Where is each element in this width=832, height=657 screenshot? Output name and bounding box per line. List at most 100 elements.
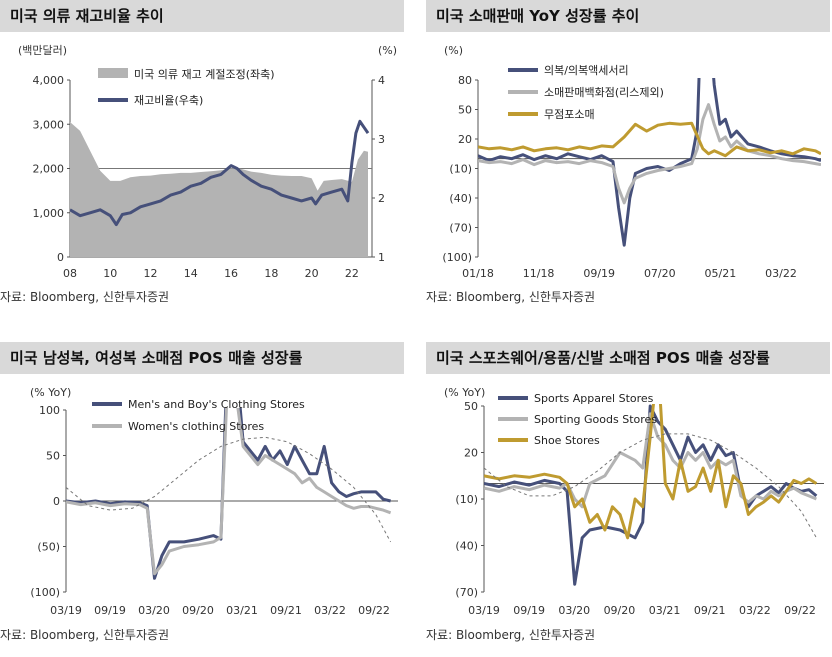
source-2: 자료: Bloomberg, 신한투자증권 xyxy=(426,290,596,304)
chart-panel-2: 미국 소매판매 YoY 성장률 추이 (%) 80 50 20 (10) (40) (70)… xyxy=(426,0,830,315)
series-line-1 xyxy=(478,103,821,205)
x-tick-label: 03/19 xyxy=(50,604,82,617)
x-tick-label: 18 xyxy=(264,267,278,280)
y-tick-label: 20 xyxy=(464,447,478,460)
x-tick-label: 09/19 xyxy=(94,604,126,617)
series-group xyxy=(66,408,392,580)
series-line-1 xyxy=(70,119,370,227)
x-tick-label: 03/22 xyxy=(739,604,771,617)
y-tick-label: 1,000 xyxy=(33,207,65,220)
chart-1: (백만달러) (%) 4,000 3,000 2,000 1,000 0 4 3 2 1 08 10 12… xyxy=(18,44,397,280)
y-axis-unit: (% YoY) xyxy=(30,386,71,399)
x-tick-label: 03/22 xyxy=(314,604,346,617)
series-line-0 xyxy=(478,78,821,247)
y-tick-label: 100 xyxy=(39,404,60,417)
y-axis-unit: (% YoY) xyxy=(444,386,485,399)
x-tick-label: 09/21 xyxy=(694,604,726,617)
series-area-0 xyxy=(70,122,368,257)
x-tick-label: 09/21 xyxy=(270,604,302,617)
x-tick-label: 03/21 xyxy=(226,604,258,617)
legend-label: Sporting Goods Stores xyxy=(534,413,657,426)
y-tick-label: 20 xyxy=(458,133,472,146)
y-tick-label: 3,000 xyxy=(33,118,65,131)
legend-label: 미국 의류 재고 계절조정(좌축) xyxy=(134,68,275,81)
chart-3: (% YoY) 100 50 0 (50) (100) 03/19 09/19 03/20 09/… xyxy=(30,386,398,617)
y-tick-label: (50) xyxy=(37,541,60,554)
x-tick-label: 20 xyxy=(305,267,319,280)
legend-label: Women's clothing Stores xyxy=(128,420,264,433)
right-y-tick-label: 3 xyxy=(378,133,385,146)
y-tick-label: (70) xyxy=(455,586,478,599)
y-tick-label: (40) xyxy=(455,540,478,553)
y-axis-unit: (%) xyxy=(444,44,463,57)
series-line-2 xyxy=(478,121,821,158)
source-4: 자료: Bloomberg, 신한투자증권 xyxy=(426,628,596,642)
x-tick-label: 09/19 xyxy=(513,604,545,617)
x-tick-label: 08 xyxy=(63,267,77,280)
x-tick-label: 07/20 xyxy=(644,267,676,280)
y-tick-label: 2,000 xyxy=(33,163,65,176)
x-tick-label: 10 xyxy=(103,267,117,280)
series-group xyxy=(478,78,821,247)
legend-label: Sports Apparel Stores xyxy=(534,392,654,405)
x-tick-label: 11/18 xyxy=(523,267,555,280)
series-line-2 xyxy=(66,436,392,543)
chart-panel-3: 미국 남성복, 여성복 소매점 POS 매출 성장률 (% YoY) 100 50 0… xyxy=(0,342,404,657)
legend-label: 재고비율(우축) xyxy=(134,94,203,107)
y-tick-label: (70) xyxy=(449,222,472,235)
chart-title-1: 미국 의류 재고비율 추이 xyxy=(0,0,404,32)
x-tick-label: 03/19 xyxy=(468,604,500,617)
y-tick-label: (10) xyxy=(455,493,478,506)
x-tick-label: 14 xyxy=(184,267,198,280)
x-tick-label: 16 xyxy=(224,267,238,280)
y-tick-label: (100) xyxy=(30,586,60,599)
chart-4: (% YoY)50 20 (10) (40) (70) 03/19 09/19 03/20 09… xyxy=(444,386,824,617)
chart-panel-4: 미국 스포츠웨어/용품/신발 소매점 POS 매출 성장률 (% YoY) 50 2… xyxy=(426,342,830,657)
x-tick-label: 12 xyxy=(144,267,158,280)
x-tick-label: 09/22 xyxy=(358,604,390,617)
legend-label: Shoe Stores xyxy=(534,434,600,447)
series-line-2 xyxy=(484,404,818,540)
x-tick-label: 22 xyxy=(345,267,359,280)
x-tick-label: 03/21 xyxy=(649,604,681,617)
y-tick-label: 0 xyxy=(57,251,64,264)
source-1: 자료: Bloomberg, 신한투자증권 xyxy=(0,290,170,304)
x-tick-label: 03/22 xyxy=(765,267,797,280)
series-line-0 xyxy=(66,408,391,580)
left-axis-unit: (백만달러) xyxy=(18,44,67,57)
chart-panel-1: 미국 의류 재고비율 추이 (백만달러) (%) 4,000 3,000 2,000 1,… xyxy=(0,0,404,315)
legend-label: 무점포소매 xyxy=(544,108,595,121)
right-y-tick-label: 4 xyxy=(378,74,385,87)
x-tick-label: 01/18 xyxy=(462,267,494,280)
y-tick-label: (100) xyxy=(442,251,472,264)
y-tick-label: 50 xyxy=(46,450,60,463)
chart-title-3: 미국 남성복, 여성복 소매점 POS 매출 성장률 xyxy=(0,342,404,374)
x-tick-label: 09/20 xyxy=(182,604,214,617)
series-line-1 xyxy=(66,408,392,576)
legend-swatch xyxy=(98,68,128,78)
y-tick-label: 4,000 xyxy=(33,74,65,87)
x-tick-label: 03/20 xyxy=(138,604,170,617)
chart-2: (%) 80 50 20 (10) (40) (70) (100) 01/18 11/18 09/1… xyxy=(442,44,821,280)
x-tick-label: 05/21 xyxy=(705,267,737,280)
y-tick-label: 50 xyxy=(464,400,478,413)
x-tick-label: 09/19 xyxy=(583,267,615,280)
y-tick-label: 80 xyxy=(458,74,472,87)
y-tick-label: 0 xyxy=(53,495,60,508)
right-axis-unit: (%) xyxy=(378,44,397,57)
x-tick-label: 09/20 xyxy=(604,604,636,617)
series-group xyxy=(484,404,818,586)
chart-title-2: 미국 소매판매 YoY 성장률 추이 xyxy=(426,0,830,32)
x-tick-label: 03/20 xyxy=(558,604,590,617)
chart-title-4: 미국 스포츠웨어/용품/신발 소매점 POS 매출 성장률 xyxy=(426,342,830,374)
y-tick-label: (40) xyxy=(449,192,472,205)
x-tick-label: 09/22 xyxy=(784,604,816,617)
series-group xyxy=(70,119,370,257)
y-tick-label: (10) xyxy=(449,163,472,176)
legend-label: 소매판매백화점(리스제외) xyxy=(544,86,664,99)
legend-label: Men's and Boy's Clothing Stores xyxy=(128,398,305,411)
y-tick-label: 50 xyxy=(458,104,472,117)
right-y-tick-label: 2 xyxy=(378,192,385,205)
right-y-tick-label: 1 xyxy=(378,251,385,264)
legend-label: 의복/의복액세서리 xyxy=(544,64,629,77)
